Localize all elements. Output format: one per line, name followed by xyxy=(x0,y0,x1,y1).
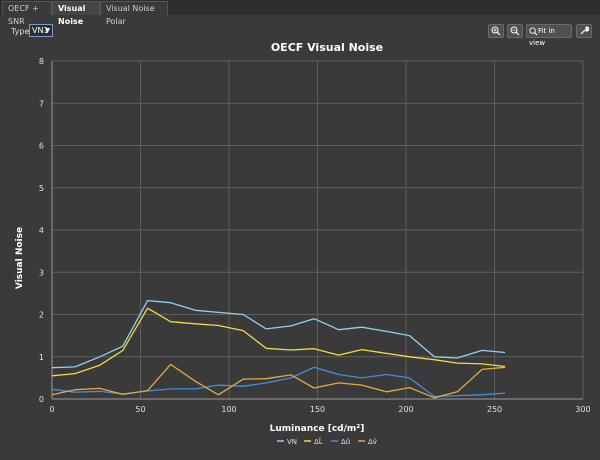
y-tick-label: 1 xyxy=(39,353,44,362)
legend-label: ΔL̃ xyxy=(314,438,323,446)
y-ticks: 0 1 2 3 4 5 6 7 8 xyxy=(39,57,44,404)
zoom-in-icon xyxy=(491,26,501,36)
zoom-in-button[interactable] xyxy=(488,24,504,38)
chevron-down-icon: ▼ xyxy=(45,27,50,34)
y-tick-label: 2 xyxy=(39,311,44,320)
grid xyxy=(51,60,584,400)
series-group xyxy=(51,299,506,399)
x-tick-label: 300 xyxy=(575,405,590,414)
y-tick-label: 7 xyxy=(39,99,44,108)
x-tick-label: 150 xyxy=(310,405,325,414)
y-tick-label: 3 xyxy=(39,268,44,277)
series-line-4 xyxy=(51,363,506,399)
tab-oecf-snr[interactable]: OECF + SNR xyxy=(2,1,52,26)
x-tick-label: 0 xyxy=(49,405,54,414)
series-line-2 xyxy=(51,307,506,377)
x-tick-label: 250 xyxy=(487,405,502,414)
y-tick-label: 0 xyxy=(39,395,44,404)
legend: VN ΔL̃ Δũ Δṽ xyxy=(277,438,377,446)
type-select-value: VN1 xyxy=(32,26,49,35)
tab-visual-noise[interactable]: Visual Noise xyxy=(52,1,100,26)
x-tick-label: 200 xyxy=(398,405,413,414)
y-tick-label: 8 xyxy=(39,57,44,66)
x-ticks: 0 50 100 150 200 250 300 xyxy=(49,405,590,414)
tab-visual-noise-polar[interactable]: Visual Noise Polar xyxy=(100,1,168,26)
zoom-out-icon xyxy=(510,26,520,36)
zoom-out-button[interactable] xyxy=(507,24,523,38)
legend-label: VN xyxy=(287,438,297,446)
type-label: Type xyxy=(11,27,30,36)
y-tick-label: 4 xyxy=(39,226,44,235)
chart-title: OECF Visual Noise xyxy=(271,41,383,54)
tab-bar: OECF + SNR Visual Noise Visual Noise Pol… xyxy=(0,0,600,26)
x-axis-label: Luminance [cd/m²] xyxy=(270,424,365,434)
y-tick-label: 5 xyxy=(39,184,44,193)
visual-noise-chart[interactable]: OECF Visual Noise Visual Noise Luminance… xyxy=(0,38,600,450)
y-axis-label: Visual Noise xyxy=(15,227,25,289)
x-tick-label: 50 xyxy=(135,405,145,414)
wrench-icon xyxy=(580,26,589,35)
type-select[interactable]: VN1 ▼ xyxy=(29,24,53,37)
settings-button[interactable] xyxy=(576,24,592,38)
fit-in-view-button[interactable]: Fit in view xyxy=(526,24,572,47)
series-line-3 xyxy=(51,366,506,398)
fit-view-icon xyxy=(529,26,538,35)
fit-in-view-label: Fit in view xyxy=(529,27,555,47)
legend-label: Δũ xyxy=(341,438,350,446)
y-tick-label: 6 xyxy=(39,142,44,151)
x-tick-label: 100 xyxy=(221,405,236,414)
legend-label: Δṽ xyxy=(368,438,377,446)
series-line-1 xyxy=(51,299,506,369)
